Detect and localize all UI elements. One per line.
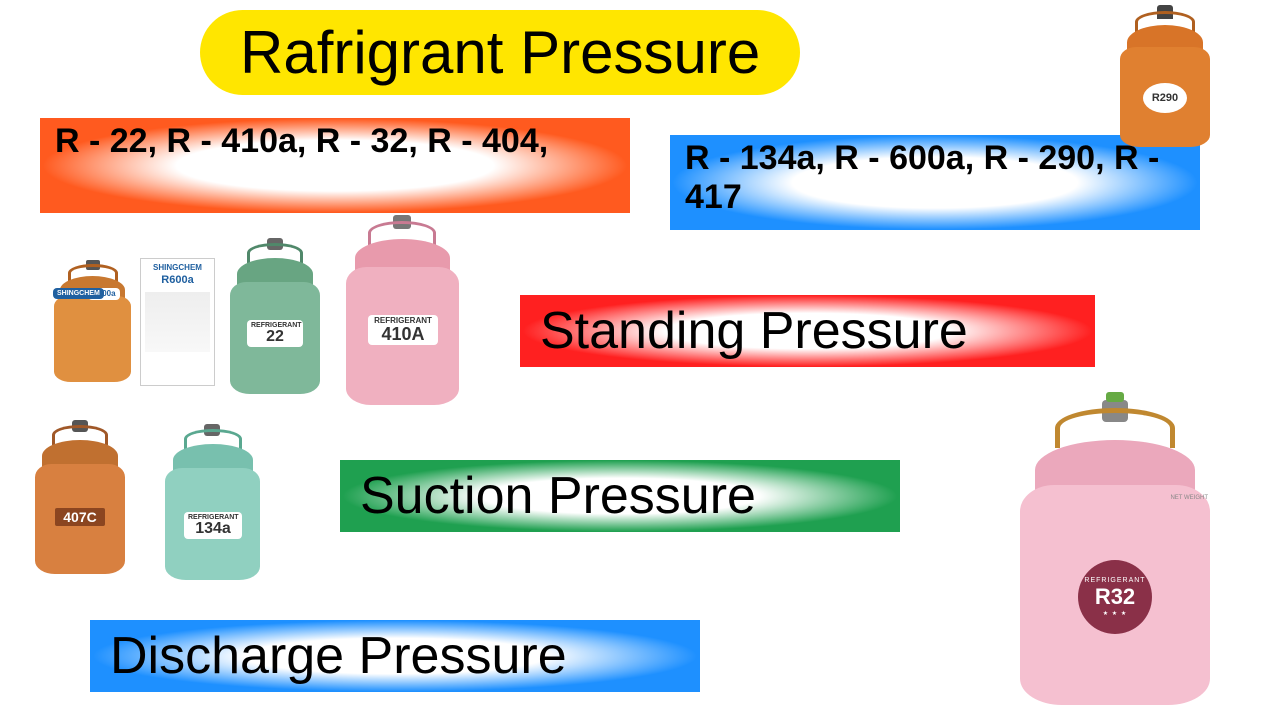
cylinder-407c: 407C [30,420,130,578]
refrigerant-list-left: R - 22, R - 410a, R - 32, R - 404, [40,118,630,213]
cylinder-r600a: R600a SHINGCHEM [50,260,135,385]
standing-pressure-bar: Standing Pressure [520,295,1095,367]
cylinder-410a: REFRIGERANT 410A [340,215,465,410]
cylinder-134a: REFRIGERANT 134a [160,424,265,584]
cylinder-r32: REFRIGERANT R32 ★ ★ ★ NET WEIGHT [1010,400,1220,710]
cylinder-r290: R290 [1115,5,1215,150]
cylinder-r22: REFRIGERANT 22 [225,238,325,398]
box-r600a: SHINGCHEM R600a [140,258,215,386]
suction-pressure-bar: Suction Pressure [340,460,900,532]
discharge-pressure-bar: Discharge Pressure [90,620,700,692]
main-title: Rafrigrant Pressure [200,10,800,95]
